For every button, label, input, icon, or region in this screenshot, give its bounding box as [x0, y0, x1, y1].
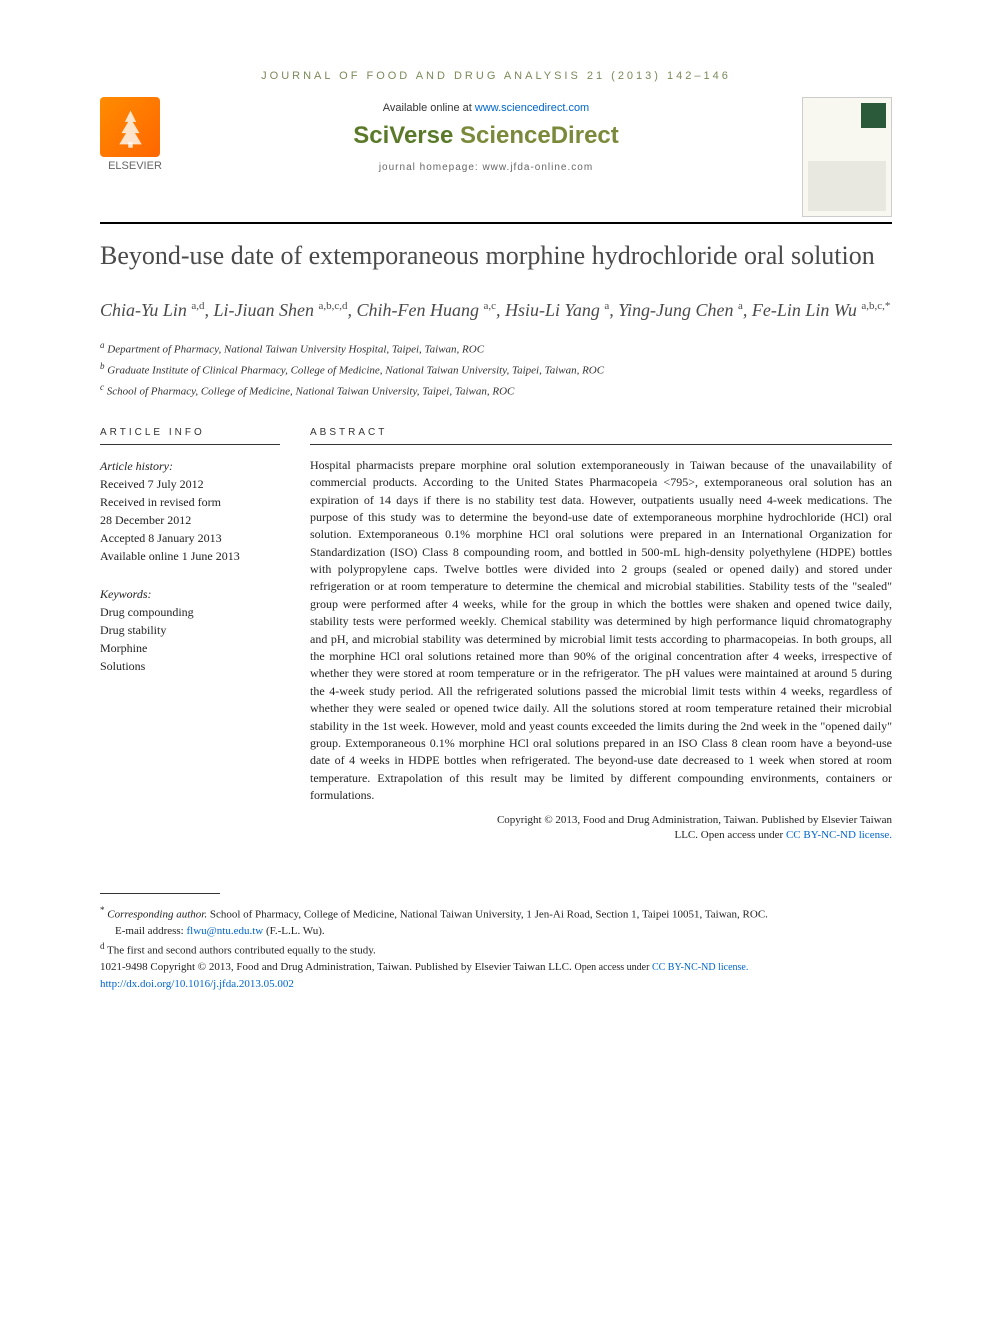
article-title: Beyond-use date of extemporaneous morphi… — [100, 239, 892, 273]
abstract-label: ABSTRACT — [310, 427, 892, 445]
history-line: Accepted 8 January 2013 — [100, 529, 280, 547]
article-info-column: ARTICLE INFO Article history: Received 7… — [100, 427, 280, 844]
abstract-column: ABSTRACT Hospital pharmacists prepare mo… — [310, 427, 892, 844]
history-line: Available online 1 June 2013 — [100, 547, 280, 565]
affiliation: b Graduate Institute of Clinical Pharmac… — [100, 359, 892, 380]
cc-license-link-footer[interactable]: CC BY-NC-ND license. — [652, 962, 748, 973]
affiliation: c School of Pharmacy, College of Medicin… — [100, 380, 892, 401]
corresponding-author: * Corresponding author. School of Pharma… — [100, 904, 892, 923]
email-line: E-mail address: flwu@ntu.edu.tw (F.-L.L.… — [100, 923, 892, 940]
header-row: ELSEVIER Available online at www.science… — [100, 97, 892, 217]
keywords-block: Keywords: Drug compoundingDrug stability… — [100, 585, 280, 675]
journal-homepage: journal homepage: www.jfda-online.com — [190, 162, 782, 173]
article-page: JOURNAL OF FOOD AND DRUG ANALYSIS 21 (20… — [0, 0, 992, 1042]
elsevier-logo: ELSEVIER — [100, 97, 170, 172]
cc-license-link[interactable]: CC BY-NC-ND license. — [786, 829, 892, 841]
journal-citation: JOURNAL OF FOOD AND DRUG ANALYSIS 21 (20… — [100, 70, 892, 82]
copyright-line-2: LLC. Open access under CC BY-NC-ND licen… — [310, 828, 892, 843]
abstract-text: Hospital pharmacists prepare morphine or… — [310, 457, 892, 805]
keywords-header: Keywords: — [100, 585, 280, 603]
available-prefix: Available online at — [383, 102, 475, 114]
header-center: Available online at www.sciencedirect.co… — [190, 97, 782, 173]
affiliations-list: a Department of Pharmacy, National Taiwa… — [100, 338, 892, 402]
history-line: Received in revised form — [100, 493, 280, 511]
keyword: Solutions — [100, 657, 280, 675]
history-line: 28 December 2012 — [100, 511, 280, 529]
doi-link[interactable]: http://dx.doi.org/10.1016/j.jfda.2013.05… — [100, 976, 892, 993]
keyword: Morphine — [100, 639, 280, 657]
sciverse-logo: SciVerse ScienceDirect — [190, 122, 782, 150]
affiliation: a Department of Pharmacy, National Taiwa… — [100, 338, 892, 359]
copyright-line-1: Copyright © 2013, Food and Drug Administ… — [310, 813, 892, 828]
article-history: Article history: Received 7 July 2012Rec… — [100, 457, 280, 565]
footnotes: * Corresponding author. School of Pharma… — [100, 904, 892, 992]
elsevier-label: ELSEVIER — [100, 160, 170, 172]
divider-bar — [100, 222, 892, 224]
sciverse-suffix: ScienceDirect — [460, 122, 619, 149]
issn-copyright: 1021-9498 Copyright © 2013, Food and Dru… — [100, 959, 892, 976]
sciencedirect-link[interactable]: www.sciencedirect.com — [475, 102, 589, 114]
footnote-separator — [100, 893, 220, 904]
info-abstract-row: ARTICLE INFO Article history: Received 7… — [100, 427, 892, 844]
elsevier-tree-icon — [100, 97, 160, 157]
keyword: Drug stability — [100, 621, 280, 639]
journal-cover-thumbnail — [802, 97, 892, 217]
sciverse-prefix: SciVerse — [353, 122, 460, 149]
authors-list: Chia-Yu Lin a,d, Li-Jiuan Shen a,b,c,d, … — [100, 298, 892, 323]
keyword: Drug compounding — [100, 603, 280, 621]
available-online: Available online at www.sciencedirect.co… — [190, 102, 782, 114]
author-contribution-note: d The first and second authors contribut… — [100, 940, 892, 959]
article-info-label: ARTICLE INFO — [100, 427, 280, 445]
email-link[interactable]: flwu@ntu.edu.tw — [186, 925, 263, 937]
history-header: Article history: — [100, 457, 280, 475]
copyright-block: Copyright © 2013, Food and Drug Administ… — [310, 813, 892, 844]
history-line: Received 7 July 2012 — [100, 475, 280, 493]
